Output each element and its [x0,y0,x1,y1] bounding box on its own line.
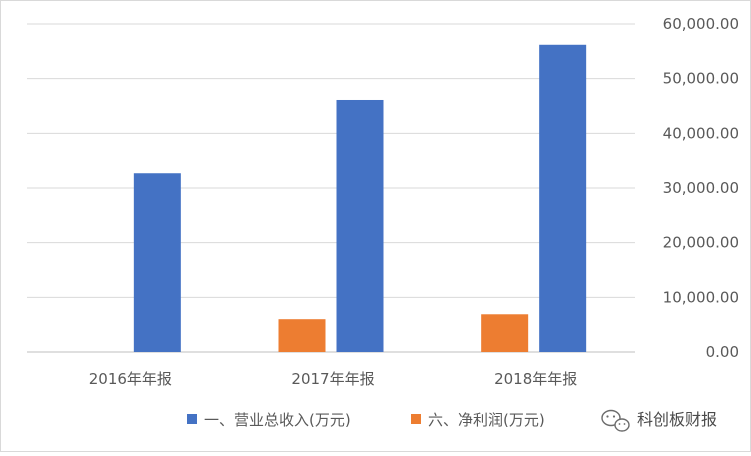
bars [133,44,587,352]
x-axis-categories: 2016年年报 2017年年报 2018年年报 [89,370,578,388]
x-category-label: 2018年年报 [494,370,577,388]
bar-net-profit [278,319,326,352]
gridlines [27,23,635,353]
legend-label-net-profit: 六、净利润(万元) [428,411,545,429]
y-tick-label: 60,000.00 [663,15,739,33]
x-category-label: 2017年年报 [291,370,374,388]
legend: 一、营业总收入(万元) 六、净利润(万元) [187,411,545,429]
wechat-icon [601,409,630,432]
y-tick-label: 20,000.00 [663,234,739,252]
watermark: 科创板财报 [601,409,717,432]
legend-swatch-net-profit [411,414,421,424]
y-tick-label: 0.00 [706,343,739,361]
y-axis-ticks: 0.00 10,000.00 20,000.00 30,000.00 40,000.00… [663,15,739,361]
bar-net-profit [481,314,529,352]
bar-revenue [539,44,587,352]
y-tick-label: 10,000.00 [663,288,739,306]
y-tick-label: 50,000.00 [663,70,739,88]
watermark-text: 科创板财报 [637,410,717,429]
bar-revenue [133,173,181,352]
x-category-label: 2016年年报 [89,370,172,388]
bar-revenue [336,99,384,352]
legend-label-revenue: 一、营业总收入(万元) [204,411,351,429]
y-tick-label: 40,000.00 [663,124,739,142]
legend-swatch-revenue [187,414,197,424]
y-tick-label: 30,000.00 [663,179,739,197]
